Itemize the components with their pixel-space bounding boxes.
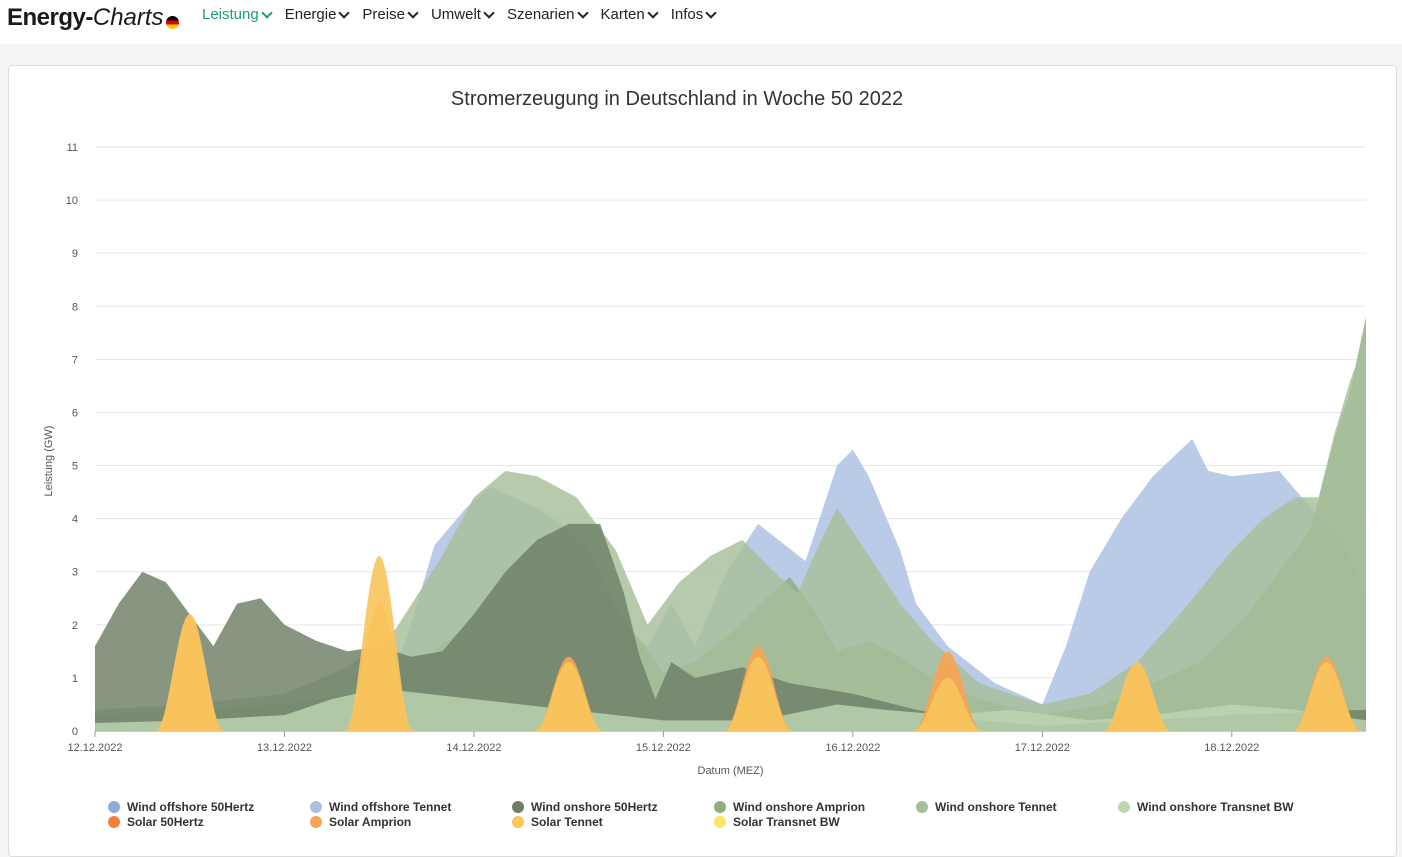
legend-label: Wind onshore Amprion: [733, 799, 866, 814]
legend-item[interactable]: Wind offshore Tennet: [310, 799, 451, 814]
y-tick-label: 3: [72, 567, 78, 579]
legend-marker: [512, 815, 524, 828]
x-tick-label: 18.12.2022: [1204, 742, 1259, 754]
y-tick-label: 9: [72, 248, 78, 260]
legend-label: Wind onshore Transnet BW: [1137, 799, 1294, 814]
nav-karten[interactable]: Karten: [600, 6, 659, 24]
y-tick-label: 10: [66, 195, 78, 207]
x-tick-label: 12.12.2022: [67, 742, 122, 754]
legend-marker: [714, 815, 726, 828]
logo-text-italic: Charts: [92, 4, 164, 31]
y-tick-label: 6: [72, 407, 78, 419]
legend-item[interactable]: Wind onshore 50Hertz: [512, 799, 658, 814]
legend-label: Wind offshore 50Hertz: [127, 799, 255, 814]
y-tick-label: 1: [72, 673, 78, 685]
nav-label: Leistung: [202, 6, 259, 23]
legend-marker: [108, 800, 120, 813]
y-tick-label: 11: [67, 142, 78, 154]
legend-label: Wind onshore Tennet: [935, 799, 1057, 814]
legend-marker: [108, 815, 120, 828]
x-tick-label: 13.12.2022: [257, 742, 312, 754]
y-axis-label: Leistung (GW): [43, 426, 55, 497]
legend-label: Solar Amprion: [329, 814, 412, 829]
x-tick-label: 16.12.2022: [825, 742, 880, 754]
energy-charts-logo[interactable]: Energy-Charts: [7, 3, 179, 33]
chart-svg: Stromerzeugung in Deutschland in Woche 5…: [43, 88, 1366, 777]
solar-peak-solar-tennet: [534, 662, 603, 731]
solar-peak-solar-tennet: [345, 555, 414, 731]
nav-label: Infos: [670, 6, 704, 23]
y-tick-label: 8: [72, 301, 78, 313]
legend-label: Wind offshore Tennet: [329, 799, 452, 814]
legend-item[interactable]: Solar 50Hertz: [108, 814, 204, 829]
chart-title: Stromerzeugung in Deutschland in Woche 5…: [451, 88, 903, 110]
logo-text-bold: Energy-: [7, 4, 93, 31]
nav-energie[interactable]: Energie: [284, 6, 351, 24]
y-tick-label: 4: [72, 514, 78, 526]
plot-area: [95, 316, 1366, 731]
y-tick-label: 7: [72, 354, 78, 366]
x-tick-label: 17.12.2022: [1015, 742, 1070, 754]
legend-marker: [310, 815, 322, 828]
legend-item[interactable]: Wind onshore Tennet: [916, 799, 1057, 814]
nav-label: Preise: [362, 6, 405, 23]
nav-umwelt[interactable]: Umwelt: [430, 6, 495, 24]
legend-item[interactable]: Solar Transnet BW: [714, 814, 840, 829]
x-tick-label: 14.12.2022: [446, 742, 501, 754]
solar-peak-solar-tennet: [913, 677, 982, 731]
series-area-wind-onshore-tennet: [95, 338, 1366, 731]
nav-leistung[interactable]: Leistung: [202, 6, 273, 24]
solar-peak-solar-tennet: [155, 614, 224, 731]
nav-label: Szenarien: [506, 6, 575, 23]
x-axis-label: Datum (MEZ): [698, 765, 764, 777]
legend-item[interactable]: Solar Tennet: [512, 814, 603, 829]
top-navbar: Energy-Charts Leistung Energie Preise Umwel…: [0, 0, 1402, 44]
nav-infos[interactable]: Infos: [670, 6, 717, 24]
chart-legend: Wind offshore 50Hertz Wind offshore Tenne…: [0, 795, 1402, 835]
legend-item[interactable]: Wind onshore Transnet BW: [1118, 799, 1294, 814]
solar-peak-solar-tennet: [1292, 662, 1361, 731]
legend-item[interactable]: Wind onshore Amprion: [714, 799, 865, 814]
solar-peak-solar-tennet: [1103, 662, 1171, 731]
legend-marker: [1118, 800, 1130, 813]
y-tick-label: 5: [72, 461, 78, 473]
legend-marker: [512, 800, 524, 813]
legend-marker: [714, 800, 726, 813]
nav-label: Energie: [284, 6, 337, 23]
legend-label: Solar Tennet: [531, 814, 603, 829]
legend-label: Wind onshore 50Hertz: [531, 799, 658, 814]
nav-label: Umwelt: [430, 6, 481, 23]
legend-label: Solar Transnet BW: [733, 814, 840, 829]
germany-flag-icon: [165, 16, 179, 29]
nav-szenarien[interactable]: Szenarien: [506, 6, 589, 24]
main-nav: Leistung Energie Preise Umwelt Szenarien Kart…: [202, 6, 729, 24]
x-tick-label: 15.12.2022: [636, 742, 691, 754]
solar-peak-solar-tennet: [724, 656, 793, 731]
y-tick-label: 0: [72, 726, 78, 738]
nav-label: Karten: [600, 6, 645, 23]
legend-item[interactable]: Solar Amprion: [310, 814, 411, 829]
nav-preise[interactable]: Preise: [362, 6, 419, 24]
legend-label: Solar 50Hertz: [127, 814, 204, 829]
legend-marker: [916, 800, 928, 813]
legend-marker: [310, 800, 322, 813]
y-tick-label: 2: [72, 620, 78, 632]
series-area-wind-onshore-50hertz: [95, 523, 1366, 731]
legend-item[interactable]: Wind offshore 50Hertz: [108, 799, 254, 814]
series-area-wind-onshore-transnet-bw: [95, 688, 1366, 731]
